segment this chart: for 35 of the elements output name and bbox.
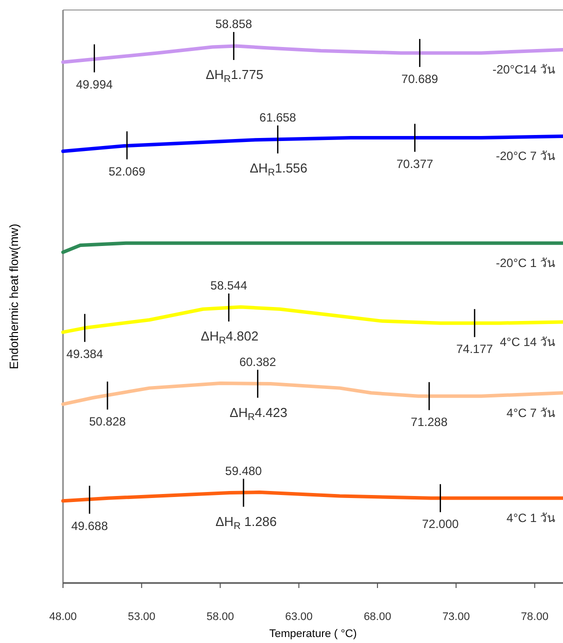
annotation: 50.828 xyxy=(89,414,126,429)
series-label: 4°C 7 วัน xyxy=(506,406,555,420)
series-label: -20°C 7 วัน xyxy=(496,149,555,164)
annotation: 59.480 xyxy=(225,464,262,478)
annotation: 61.658 xyxy=(259,110,296,124)
annotation: 71.288 xyxy=(410,415,448,430)
annotation: 52.069 xyxy=(108,164,146,178)
annotation: ΔH$_{R}$4.423 xyxy=(230,404,288,423)
x-axis-title: Temperature ( °C) xyxy=(269,628,357,640)
x-tick-label: 58.00 xyxy=(206,611,234,623)
x-tick-label: 53.00 xyxy=(128,611,156,623)
x-tick-label: 63.00 xyxy=(285,611,313,623)
y-axis-title: Endothermic heat flow(mw) xyxy=(7,224,21,370)
x-tick-label: 48.00 xyxy=(49,611,77,623)
annotation: ΔH$_{R}$4.802 xyxy=(200,328,258,347)
x-tick-label: 73.00 xyxy=(442,611,470,623)
annotation: 58.858 xyxy=(215,16,252,31)
series-label: 4°C 1 วัน xyxy=(506,511,555,526)
series-label: -20°C14 วัน xyxy=(492,62,555,77)
series-label: -20°C 1 วัน xyxy=(496,256,555,270)
annotation: 58.544 xyxy=(210,278,248,293)
x-tick-label: 68.00 xyxy=(364,611,392,623)
x-tick-label: 78.00 xyxy=(520,611,548,623)
annotation: 60.382 xyxy=(239,354,276,369)
annotation: 74.177 xyxy=(456,342,494,356)
annotation: ΔH$_{R}$1.775 xyxy=(206,66,264,85)
annotation: 70.377 xyxy=(396,156,434,171)
annotation: 70.689 xyxy=(401,72,438,86)
annotation: 49.688 xyxy=(71,518,108,533)
series-label: 4°C 14 วัน xyxy=(500,335,555,350)
annotation: 49.384 xyxy=(66,346,104,361)
annotation: 72.000 xyxy=(422,517,460,532)
annotation: 49.994 xyxy=(76,77,114,92)
annotation: ΔH$_{R}$ 1.286 xyxy=(216,513,277,532)
annotation: ΔH$_{R}$1.556 xyxy=(250,160,308,178)
